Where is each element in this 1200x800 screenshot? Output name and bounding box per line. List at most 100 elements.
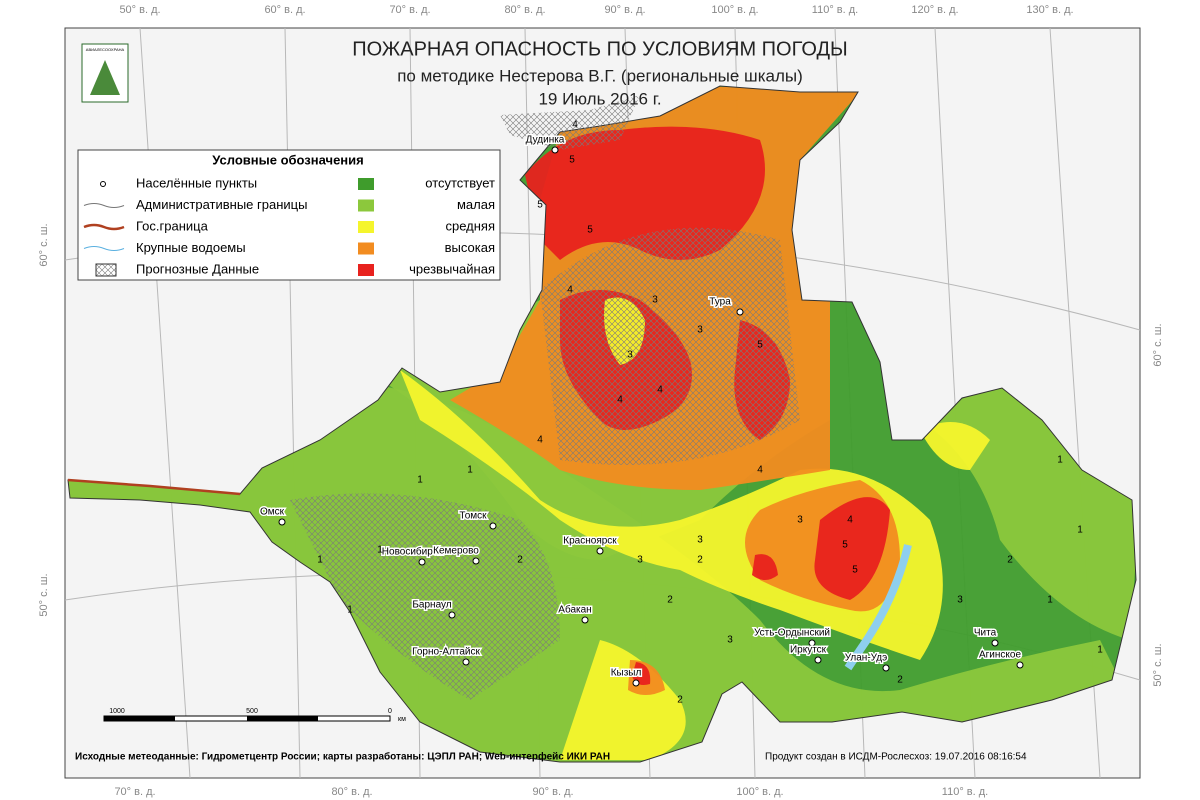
city-marker (808, 639, 816, 647)
forecast-hatch (290, 493, 560, 700)
city-label: Дудинка (526, 135, 565, 146)
legend-symbol (83, 223, 125, 231)
class-label: 3 (797, 515, 803, 526)
graticule-label: 90° в. д. (532, 786, 573, 798)
legend-swatch (358, 242, 374, 255)
lake-baikal (844, 544, 912, 671)
legend-symbol (83, 246, 125, 251)
class-label: 3 (652, 295, 658, 306)
scale-label: 1000 (109, 708, 125, 715)
scale-label: 0 (388, 708, 392, 715)
city-label: Барнаул (412, 600, 451, 611)
map-title: по методике Нестерова В.Г. (региональные… (397, 66, 803, 85)
class-label: 4 (617, 395, 623, 406)
hazard-zone (632, 662, 651, 685)
city-marker (489, 522, 497, 530)
city-marker (632, 679, 640, 687)
city-marker (448, 611, 456, 619)
legend-label: Крупные водоемы (136, 240, 246, 255)
city-marker (462, 658, 470, 666)
city-marker (736, 308, 744, 316)
city-label: Абакан (558, 604, 591, 616)
class-label: 3 (957, 595, 963, 606)
class-label: 1 (1047, 595, 1053, 606)
graticule-label: 120° в. д. (911, 4, 958, 16)
legend-label: малая (457, 197, 495, 212)
hazard-zone (920, 422, 990, 470)
graticule-label: 100° в. д. (736, 786, 783, 798)
graticule-label: 60° с. ш. (38, 223, 50, 266)
legend-symbol (83, 203, 125, 208)
class-label: 3 (697, 535, 703, 546)
graticule-label: 50° в. д. (119, 4, 160, 16)
class-label: 5 (537, 200, 543, 211)
legend-symbol (100, 181, 106, 187)
hazard-zone (752, 554, 778, 580)
scale-bar-seg (247, 716, 318, 721)
class-label: 3 (637, 555, 643, 566)
graticule-label: 60° в. д. (264, 4, 305, 16)
map-title: 19 Июль 2016 г. (538, 89, 661, 108)
class-label: 3 (727, 635, 733, 646)
legend-swatch (358, 264, 374, 276)
class-label: 2 (697, 555, 703, 566)
class-label: 3 (627, 350, 633, 361)
city-label: Томск (459, 511, 487, 522)
class-label: 1 (1057, 455, 1063, 466)
legend-symbol (95, 263, 117, 277)
graticule-label: 90° в. д. (604, 4, 645, 16)
graticule-label: 80° в. д. (504, 4, 545, 16)
legend-swatch (358, 178, 374, 190)
legend-swatch (358, 221, 374, 233)
class-label: 5 (587, 225, 593, 236)
class-label: 4 (567, 285, 573, 296)
graticule-label: 80° в. д. (331, 786, 372, 798)
legend-label: Прогнозные Данные (136, 261, 259, 276)
class-label: 5 (852, 565, 858, 576)
city-label: Кемерово (433, 546, 479, 557)
logo-mark (90, 60, 120, 95)
class-label: 1 (1077, 525, 1083, 536)
class-label: 1 (1097, 645, 1103, 656)
class-label: 1 (317, 555, 323, 566)
legend-label: чрезвычайная (409, 261, 495, 276)
legend-swatch (358, 199, 374, 212)
city-marker (596, 547, 604, 555)
city-label: Агинское (979, 650, 1021, 661)
scale-label: км (398, 716, 406, 723)
city-label: Новосибирск (382, 546, 443, 558)
class-label: 1 (467, 465, 473, 476)
class-label: 1 (377, 545, 383, 556)
city-marker (418, 558, 426, 566)
city-marker (551, 146, 559, 154)
class-label: 3 (697, 325, 703, 336)
legend-label: отсутствует (425, 175, 495, 190)
class-label: 1 (417, 475, 423, 486)
city-marker (581, 616, 589, 624)
city-label: Кызыл (611, 668, 642, 679)
graticule-label: 60° с. ш. (1152, 323, 1164, 366)
legend-label: высокая (445, 240, 495, 255)
class-label: 4 (572, 120, 578, 131)
class-label: 5 (757, 340, 763, 351)
scale-bar-seg (104, 716, 175, 721)
legend-label: Населённые пункты (136, 175, 257, 190)
footer-right: Продукт создан в ИСДМ-Рослесхоз: 19.07.2… (765, 752, 1027, 763)
forecast-hatch (540, 227, 800, 465)
city-marker (278, 518, 286, 526)
legend-box (77, 149, 501, 281)
class-label: 2 (677, 695, 683, 706)
class-label: 4 (657, 385, 663, 396)
graticule-label: 50° с. ш. (38, 573, 50, 616)
city-label: Горно-Алтайск (412, 647, 480, 658)
graticule-label: 110° в. д. (812, 4, 858, 16)
class-label: 4 (847, 515, 853, 526)
city-marker (991, 639, 999, 647)
state-border (67, 478, 241, 496)
footer-left: Исходные метеоданные: Гидрометцентр Росс… (75, 751, 610, 763)
city-marker (1016, 661, 1024, 669)
class-label: 5 (569, 155, 575, 166)
legend-title: Условные обозначения (212, 152, 363, 167)
graticule-label: 70° в. д. (389, 4, 430, 16)
logo-text: АВИАЛЕСООХРАНА (86, 47, 125, 52)
